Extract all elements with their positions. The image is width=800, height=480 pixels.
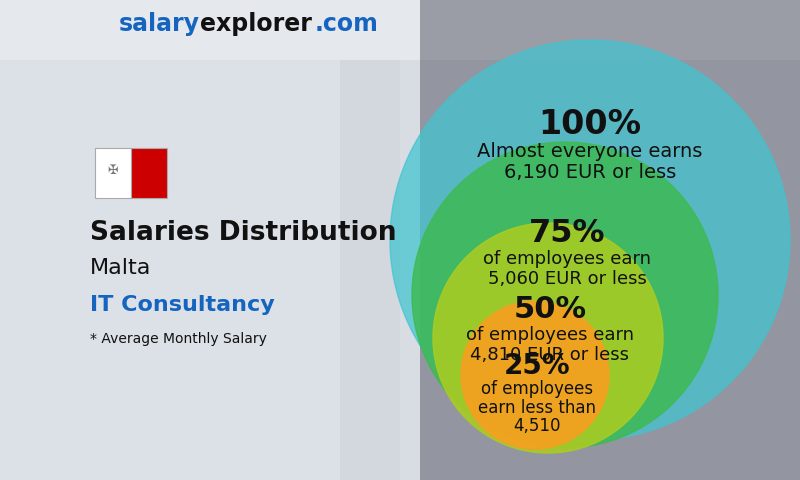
Text: 75%: 75% [529,218,606,249]
Polygon shape [390,40,790,440]
Text: Almost everyone earns: Almost everyone earns [478,142,702,161]
Bar [280,60,300,480]
Bar [260,60,280,480]
Text: 5,060 EUR or less: 5,060 EUR or less [487,270,646,288]
Bar [100,60,120,480]
Bar [0,0,340,480]
Bar [60,60,80,480]
Text: 50%: 50% [514,295,586,324]
Text: 4,810 EUR or less: 4,810 EUR or less [470,346,630,364]
Text: * Average Monthly Salary: * Average Monthly Salary [90,332,267,346]
Bar [240,60,260,480]
Text: salary: salary [119,12,200,36]
Bar [220,60,240,480]
Bar [0,0,800,60]
Bar [160,60,180,480]
Bar [120,60,140,480]
Bar [180,60,200,480]
Bar [140,60,160,480]
Text: ✠: ✠ [108,165,118,178]
Bar [320,60,340,480]
Text: of employees earn: of employees earn [466,326,634,344]
Polygon shape [433,223,663,453]
Bar [300,60,320,480]
Text: Salaries Distribution: Salaries Distribution [90,220,397,246]
Text: 4,510: 4,510 [514,417,561,435]
Text: of employees earn: of employees earn [483,250,651,268]
Text: earn less than: earn less than [478,398,596,417]
Text: 100%: 100% [538,108,642,141]
Bar [40,60,60,480]
Text: .com: .com [315,12,379,36]
Text: IT Consultancy: IT Consultancy [90,295,274,315]
Bar [380,60,400,480]
Text: 25%: 25% [504,352,570,380]
Text: of employees: of employees [481,380,593,398]
Bar [420,0,800,480]
Bar [340,60,360,480]
Text: explorer: explorer [200,12,312,36]
Text: 6,190 EUR or less: 6,190 EUR or less [504,163,676,182]
Bar [95,148,131,198]
Bar [131,148,167,198]
Polygon shape [412,142,718,448]
Polygon shape [461,301,609,449]
Bar [0,60,20,480]
Bar [80,60,100,480]
Bar [20,60,40,480]
Bar [200,60,220,480]
Bar [360,60,380,480]
Text: Malta: Malta [90,258,151,278]
